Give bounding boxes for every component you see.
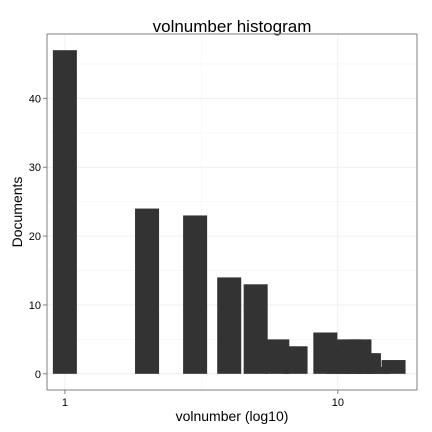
- histogram-bar: [52, 50, 77, 374]
- histogram-bar: [283, 346, 308, 374]
- y-tick-label: 20: [29, 231, 41, 243]
- x-axis-title: volnumber (log10): [176, 408, 289, 424]
- chart-title: volnumber histogram: [153, 17, 312, 36]
- y-tick-label: 0: [35, 369, 41, 381]
- grid-lines: [47, 34, 417, 390]
- histogram-bar: [183, 215, 208, 374]
- x-tick-label: 1: [62, 397, 68, 409]
- histogram-bar: [365, 366, 390, 374]
- y-tick-label: 40: [29, 93, 41, 105]
- bars: [52, 50, 406, 374]
- y-axis: 0 10 20 30 40: [29, 93, 47, 381]
- histogram-bar: [217, 277, 242, 374]
- plot-panel: [46, 33, 418, 391]
- x-axis: 1 10: [62, 390, 344, 409]
- histogram-bar: [243, 284, 268, 374]
- y-tick-label: 30: [29, 162, 41, 174]
- y-tick-label: 10: [29, 300, 41, 312]
- x-tick-label: 10: [332, 397, 344, 409]
- y-axis-title: Documents: [9, 177, 25, 248]
- histogram-bar: [135, 208, 160, 374]
